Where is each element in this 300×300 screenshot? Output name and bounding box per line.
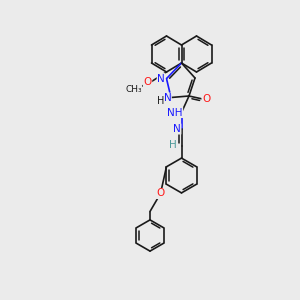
Text: O: O	[143, 77, 152, 87]
Text: H: H	[169, 140, 177, 150]
Text: O: O	[156, 188, 165, 199]
Text: N: N	[173, 124, 181, 134]
Text: N: N	[164, 93, 171, 103]
Text: CH₃: CH₃	[125, 85, 142, 94]
Text: H: H	[157, 95, 164, 106]
Text: O: O	[202, 94, 210, 104]
Text: NH: NH	[167, 107, 183, 118]
Text: N: N	[157, 74, 165, 84]
